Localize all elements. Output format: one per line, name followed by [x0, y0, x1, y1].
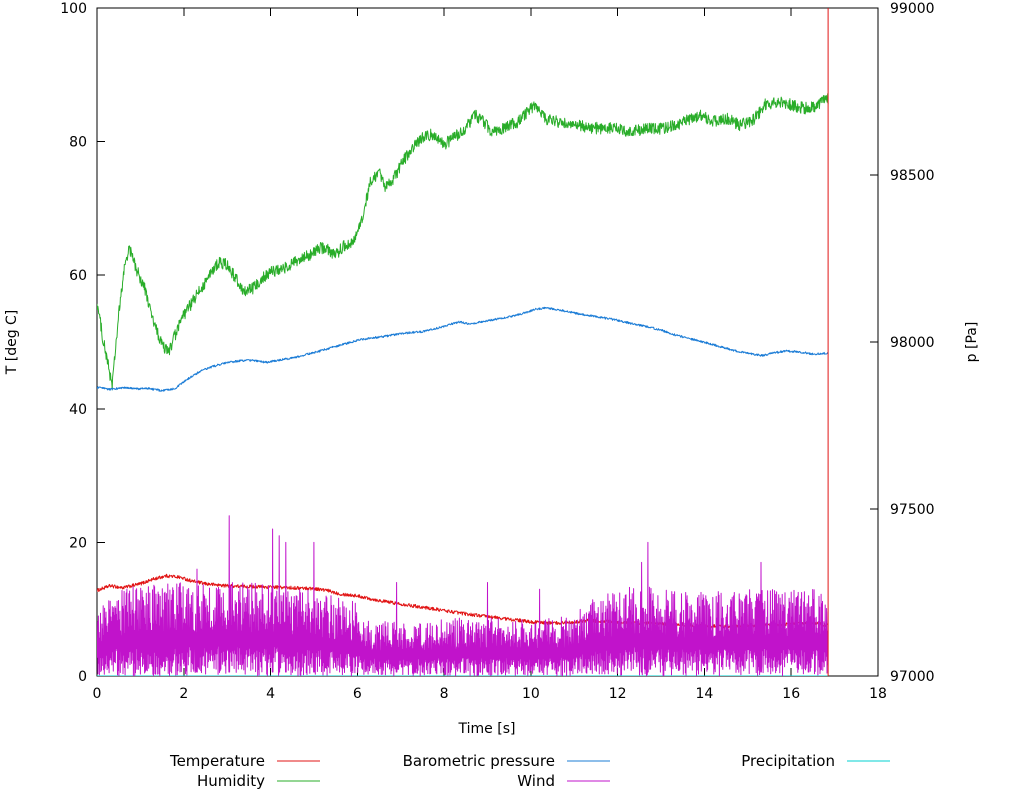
y-right-tick-label: 98000	[890, 335, 935, 351]
x-axis-label: Time [s]	[458, 721, 516, 737]
x-tick-label: 0	[93, 686, 102, 702]
x-tick-label: 2	[179, 686, 188, 702]
x-tick-label: 18	[869, 686, 887, 702]
legend-entry-humidity: Humidity	[197, 772, 320, 790]
y-left-tick-label: 100	[60, 1, 87, 17]
series-layer	[97, 93, 829, 676]
x-tick-label: 12	[609, 686, 627, 702]
series-barometric-pressure	[97, 306, 829, 392]
legend-label-precipitation: Precipitation	[741, 752, 835, 770]
x-tick-label: 4	[266, 686, 275, 702]
legend-entry-barometric-pressure: Barometric pressure	[403, 752, 610, 770]
legend-label-barometric-pressure: Barometric pressure	[403, 752, 555, 770]
y-right-axis-label: p [Pa]	[964, 322, 980, 363]
series-wind	[97, 515, 829, 676]
x-tick-label: 16	[782, 686, 800, 702]
y-right-tick-label: 97000	[890, 669, 935, 685]
y-right-tick-label: 99000	[890, 1, 935, 17]
y-left-tick-label: 60	[69, 268, 87, 284]
x-tick-label: 14	[696, 686, 714, 702]
y-left-tick-label: 40	[69, 402, 87, 418]
y-right-tick-label: 97500	[890, 502, 935, 518]
series-humidity	[97, 93, 829, 391]
legend-entry-wind: Wind	[517, 772, 610, 790]
legend-label-humidity: Humidity	[197, 772, 265, 790]
x-tick-label: 10	[522, 686, 540, 702]
y-left-tick-label: 0	[78, 669, 87, 685]
y-left-tick-label: 80	[69, 135, 87, 151]
x-tick-label: 6	[353, 686, 362, 702]
legend-label-temperature: Temperature	[169, 752, 265, 770]
legend-label-wind: Wind	[517, 772, 555, 790]
legend-entry-precipitation: Precipitation	[741, 752, 890, 770]
legend-entry-temperature: Temperature	[169, 752, 320, 770]
y-right-tick-label: 98500	[890, 168, 935, 184]
legend: Temperature Humidity Barometric pressure…	[169, 752, 890, 790]
y-left-axis-label: T [deg C]	[4, 310, 20, 376]
x-tick-label: 8	[440, 686, 449, 702]
y-left-tick-label: 20	[69, 535, 87, 551]
